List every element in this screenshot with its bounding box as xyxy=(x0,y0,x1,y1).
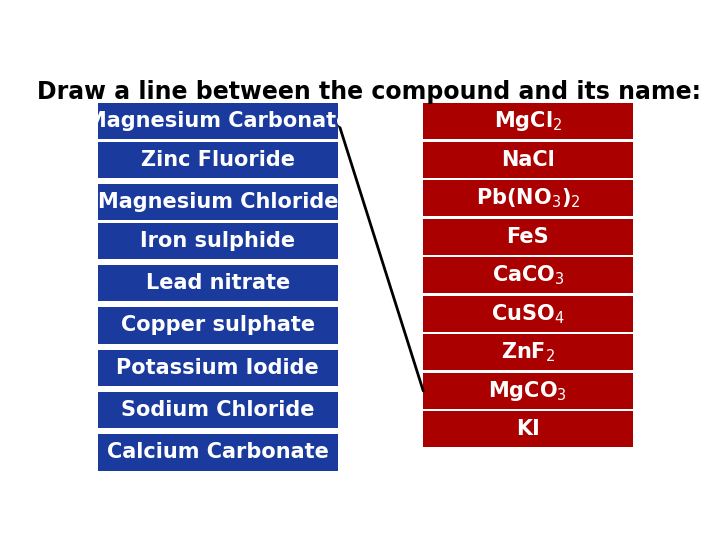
Text: CaCO$_3$: CaCO$_3$ xyxy=(492,264,564,287)
Text: Calcium Carbonate: Calcium Carbonate xyxy=(107,442,329,462)
Bar xyxy=(423,334,632,370)
Bar xyxy=(98,103,338,139)
Bar xyxy=(423,411,632,448)
Text: Iron sulphide: Iron sulphide xyxy=(140,231,295,251)
Bar xyxy=(98,434,338,470)
Text: Magnesium Chloride: Magnesium Chloride xyxy=(98,192,338,212)
Text: ZnF$_2$: ZnF$_2$ xyxy=(500,341,555,364)
Text: Draw a line between the compound and its name:: Draw a line between the compound and its… xyxy=(37,80,701,104)
Text: Zinc Fluoride: Zinc Fluoride xyxy=(141,150,295,170)
Bar xyxy=(98,307,338,343)
Text: MgCO$_3$: MgCO$_3$ xyxy=(488,379,567,403)
Bar xyxy=(98,222,338,259)
Text: Potassium Iodide: Potassium Iodide xyxy=(117,358,319,378)
Text: NaCl: NaCl xyxy=(501,150,554,170)
Text: Copper sulphate: Copper sulphate xyxy=(121,315,315,335)
Text: MgCl$_2$: MgCl$_2$ xyxy=(494,110,562,133)
Bar xyxy=(98,265,338,301)
Text: Lead nitrate: Lead nitrate xyxy=(145,273,290,293)
Bar xyxy=(423,257,632,294)
Text: CuSO$_4$: CuSO$_4$ xyxy=(491,302,564,326)
Bar xyxy=(98,184,338,220)
Bar xyxy=(423,103,632,139)
Bar xyxy=(423,180,632,217)
Text: FeS: FeS xyxy=(507,227,549,247)
Bar xyxy=(423,373,632,409)
Text: Sodium Chloride: Sodium Chloride xyxy=(121,400,315,420)
Text: Magnesium Carbonate: Magnesium Carbonate xyxy=(86,111,350,131)
Bar xyxy=(423,219,632,255)
Bar xyxy=(98,350,338,386)
Bar xyxy=(98,392,338,428)
Bar xyxy=(423,142,632,178)
Bar xyxy=(423,296,632,332)
Bar xyxy=(98,142,338,178)
Text: Pb(NO$_3$)$_2$: Pb(NO$_3$)$_2$ xyxy=(475,187,580,210)
Text: KI: KI xyxy=(516,420,540,440)
